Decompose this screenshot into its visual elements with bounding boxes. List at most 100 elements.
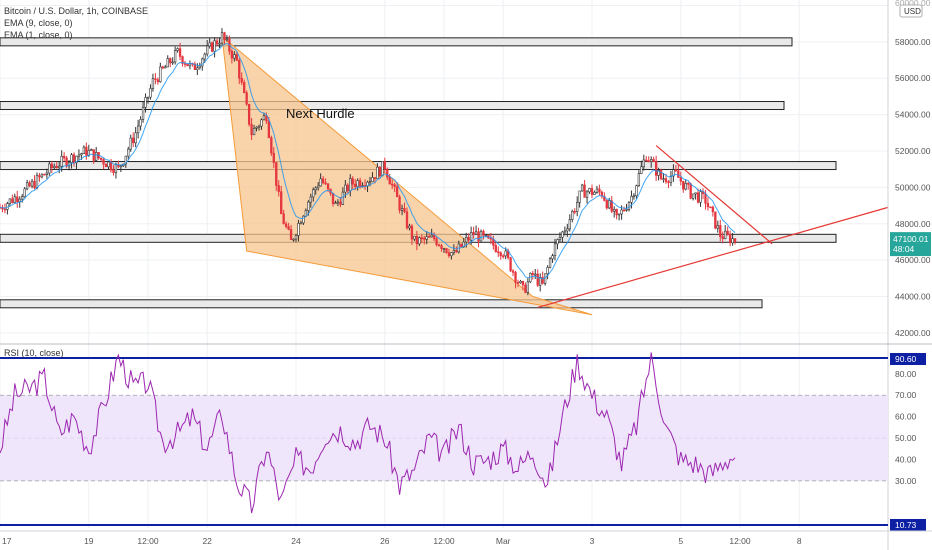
candle-countdown-label: 48:04	[893, 244, 915, 254]
candle-body	[210, 42, 214, 52]
price-axis[interactable]: 42000.00 44000.00 46000.00 48000.00 50000.00…	[895, 0, 931, 338]
candle-body	[164, 66, 167, 69]
candle-body	[625, 209, 628, 211]
price-tick-label: 52000.00	[895, 146, 931, 156]
candle-body	[218, 42, 221, 45]
candle-body	[733, 238, 737, 243]
candle-body	[28, 182, 31, 187]
candle-body	[393, 184, 396, 187]
usd-badge[interactable]	[899, 4, 923, 18]
candle-body	[314, 187, 317, 191]
candle-body	[388, 176, 391, 185]
rsi-upper-badge[interactable]	[890, 353, 926, 365]
ema-slow-label: EMA (1, close, 0)	[4, 30, 73, 40]
candle-body	[509, 257, 512, 272]
candle-body	[605, 200, 608, 209]
candle-body	[578, 190, 581, 203]
candle-body	[169, 58, 172, 64]
candle-body	[104, 163, 108, 168]
candle-body	[682, 180, 685, 190]
current-price-badge[interactable]	[890, 232, 931, 257]
level-box[interactable]	[0, 101, 785, 111]
rsi-lower-badge[interactable]	[890, 519, 926, 531]
candle-body	[198, 65, 201, 69]
candle-body	[687, 183, 690, 185]
candle-body	[467, 237, 470, 241]
falling-wedge-zone[interactable]	[221, 35, 593, 316]
candle-body	[255, 126, 258, 129]
rsi-line[interactable]	[0, 352, 736, 514]
candle-body	[558, 237, 562, 240]
candle-body	[539, 277, 542, 286]
candle-body	[284, 223, 288, 227]
time-tick-label: 19	[84, 536, 94, 546]
candle-body	[319, 178, 322, 187]
candle-body	[358, 180, 362, 187]
candle-body	[571, 210, 574, 220]
price-tick-label: 42000.00	[895, 328, 931, 338]
candle-body	[650, 159, 653, 162]
candle-body	[435, 238, 438, 246]
candle-body	[356, 180, 359, 187]
candle-body	[324, 182, 327, 185]
candle-body	[233, 54, 236, 59]
resistance-trendline[interactable]	[655, 145, 773, 245]
candle-body	[731, 238, 734, 244]
candle-body	[307, 201, 310, 211]
candle-body	[196, 67, 199, 70]
candle-body	[573, 210, 576, 213]
candle-body	[595, 188, 599, 193]
candle-body	[410, 225, 414, 240]
time-tick-label: 17	[2, 536, 12, 546]
candle-body	[193, 63, 197, 70]
candle-body	[292, 238, 295, 241]
candle-body	[297, 223, 300, 236]
candle-body	[186, 63, 189, 67]
candle-body	[442, 248, 446, 250]
time-tick-label: 8	[797, 536, 802, 546]
candle-body	[672, 169, 675, 177]
candle-body	[252, 128, 256, 136]
price-tick-label: 44000.00	[895, 292, 931, 302]
level-box[interactable]	[0, 161, 837, 171]
candle-body	[240, 77, 243, 83]
candles	[0, 28, 737, 296]
rsi-tick-label: 70.00	[895, 390, 917, 400]
candle-body	[75, 155, 78, 164]
candle-body	[107, 161, 110, 168]
candle-body	[339, 201, 342, 205]
candle-body	[640, 166, 643, 174]
candle-body	[637, 173, 641, 187]
candle-body	[354, 183, 357, 187]
candle-body	[450, 252, 453, 257]
support-trendline[interactable]	[537, 206, 889, 309]
candle-body	[716, 225, 719, 229]
candle-body	[156, 79, 160, 83]
level-box[interactable]	[0, 299, 763, 309]
candle-body	[617, 213, 621, 216]
candle-body	[238, 60, 241, 79]
candle-body	[662, 178, 665, 180]
candle-body	[494, 245, 497, 252]
level-box[interactable]	[0, 37, 793, 47]
candle-body	[583, 184, 586, 198]
candle-body	[181, 56, 184, 64]
candle-body	[499, 252, 502, 257]
candle-body	[260, 119, 263, 127]
candle-body	[460, 243, 463, 248]
candle-body	[516, 282, 520, 284]
candle-body	[679, 177, 682, 182]
time-tick-label: 26	[380, 536, 390, 546]
candle-body	[58, 165, 61, 169]
candle-body	[452, 250, 456, 253]
candle-body	[563, 230, 567, 233]
time-axis[interactable]: 17 19 12:00 22 24 26 12:00 Mar 3 5 12:00 8	[2, 536, 802, 546]
candle-body	[144, 97, 147, 108]
candle-body	[395, 186, 399, 198]
rsi-axis[interactable]: 30.00 40.00 50.00 60.00 70.00 80.00	[895, 369, 917, 486]
candle-body	[645, 159, 648, 162]
candle-body	[178, 48, 182, 57]
ema-9-line[interactable]	[0, 42, 736, 280]
